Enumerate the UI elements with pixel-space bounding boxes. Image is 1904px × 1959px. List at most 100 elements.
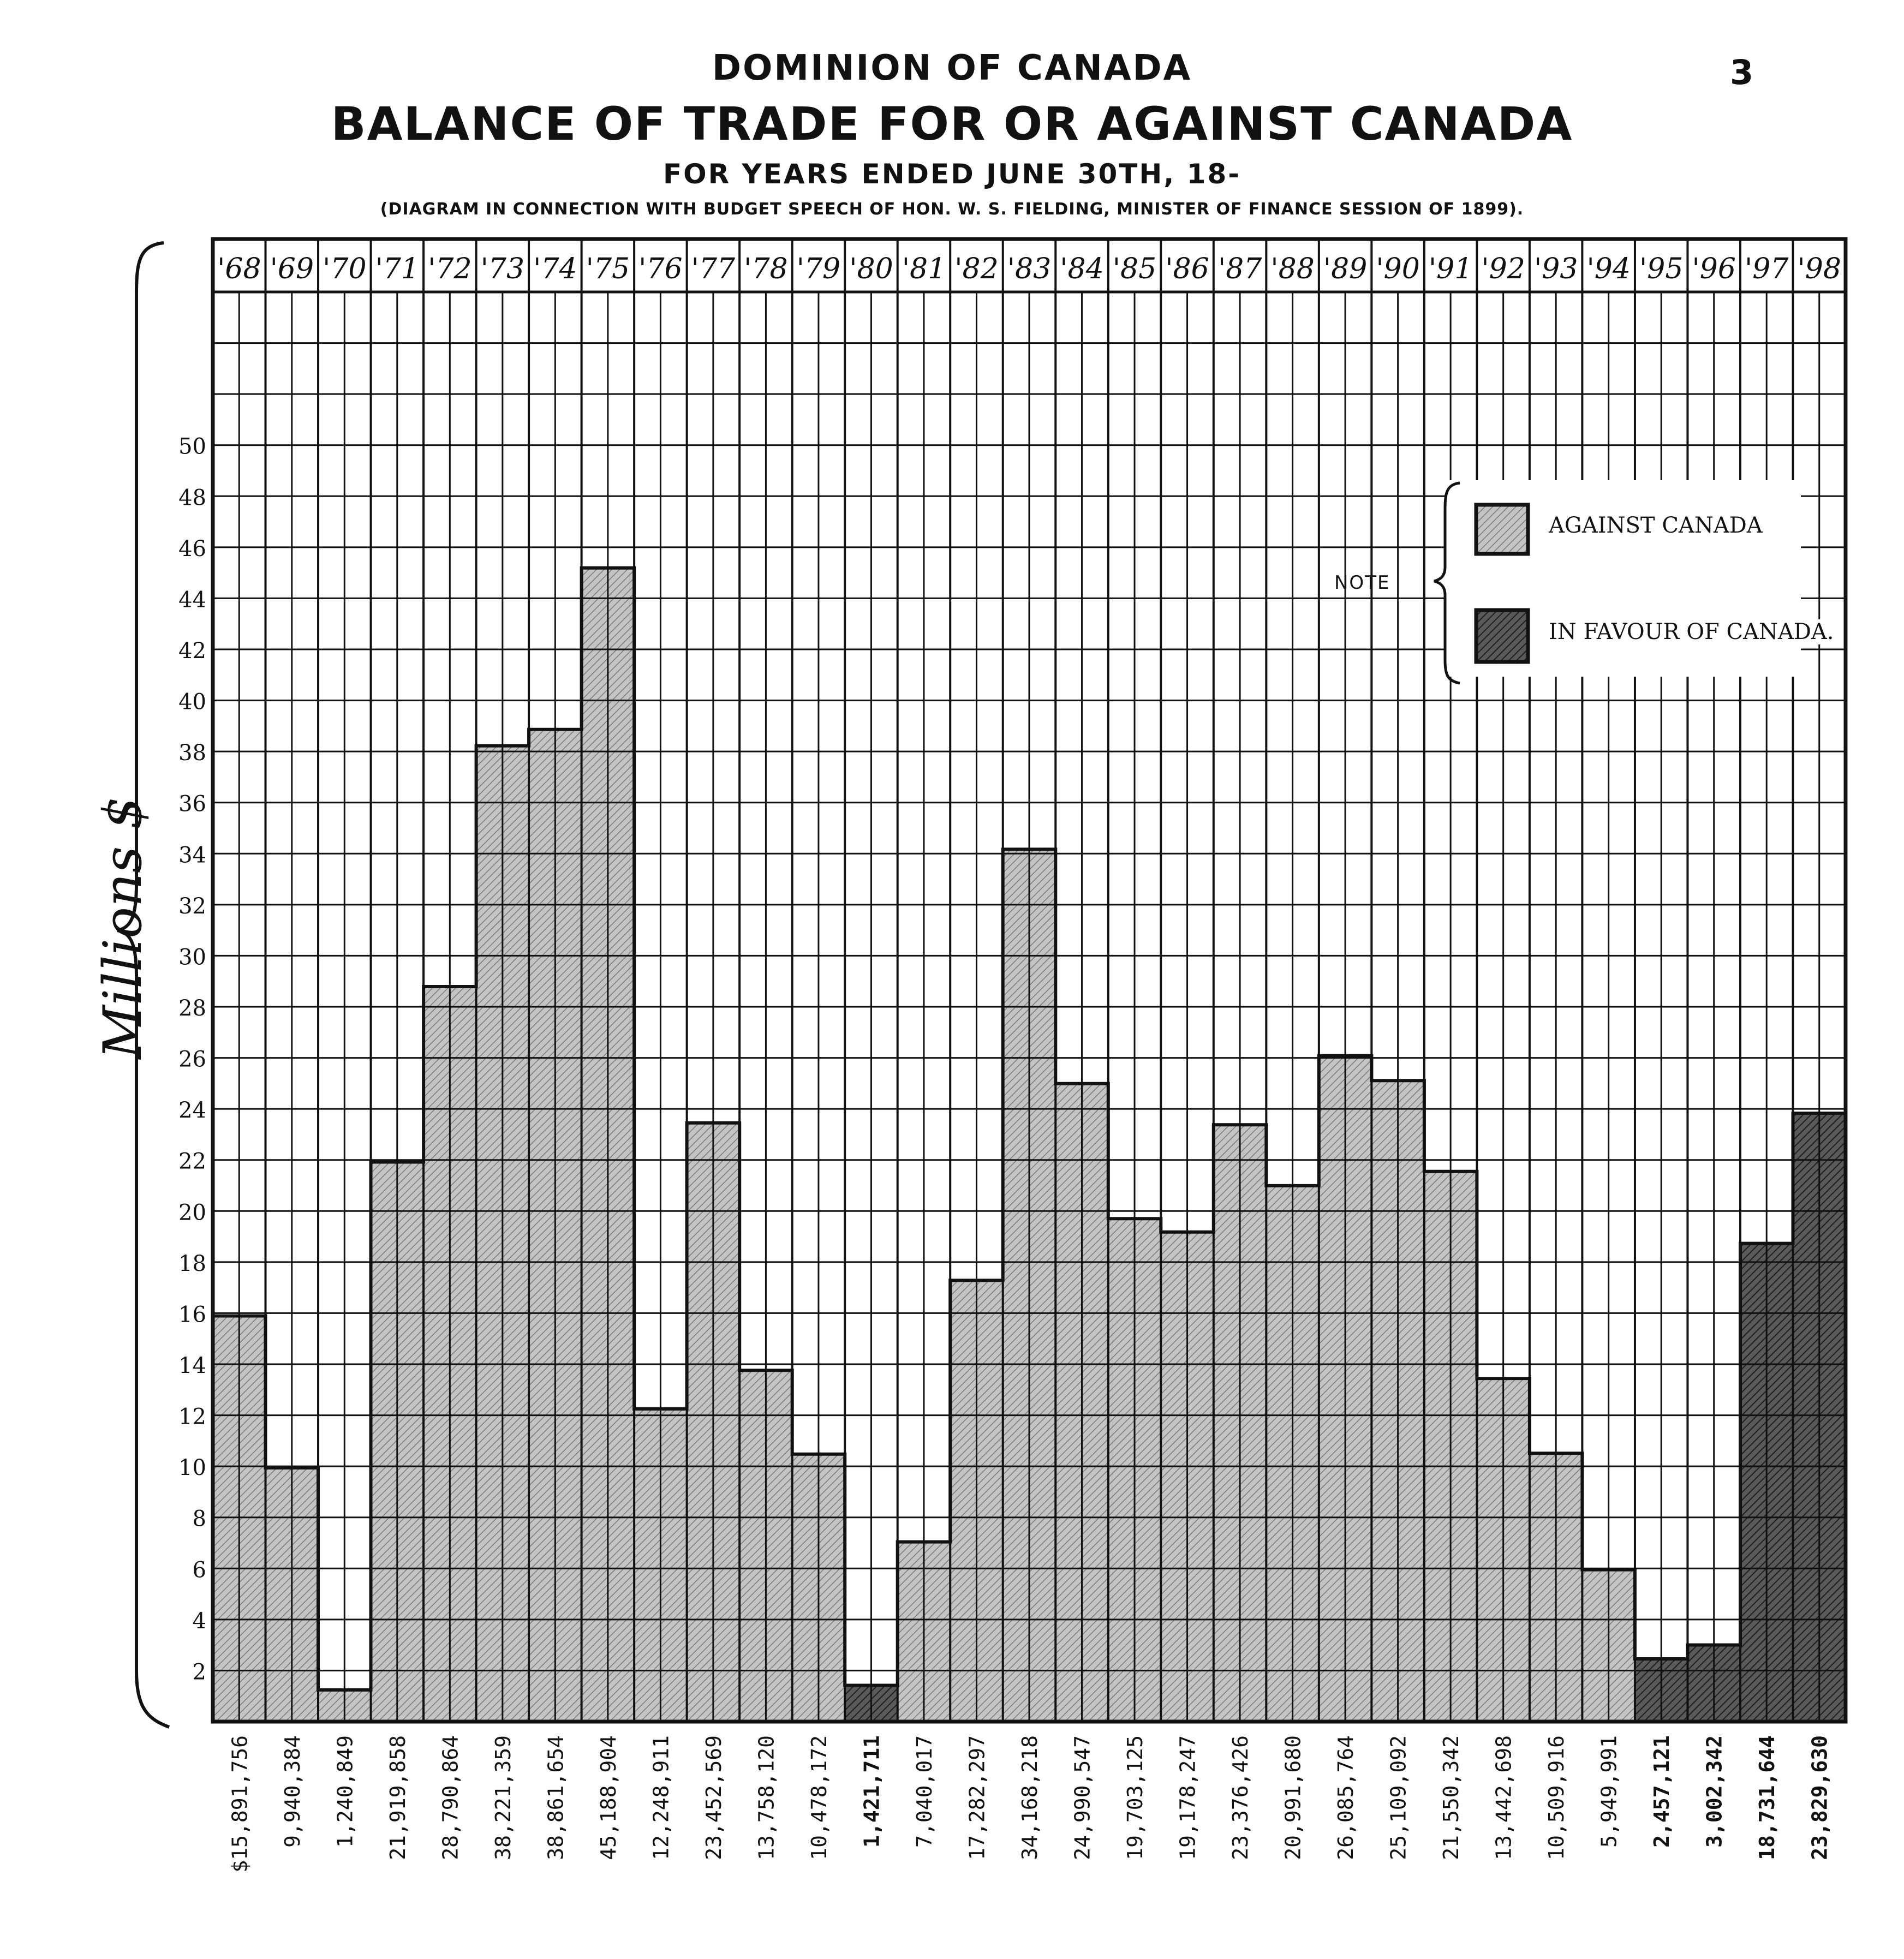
year-label: '78 [744, 253, 787, 285]
value-label: 19,178,247 [1176, 1735, 1200, 1860]
page-number: 3 [1730, 52, 1754, 92]
year-label: '68 [217, 253, 261, 285]
y-tick-label: 38 [178, 740, 206, 766]
y-tick-label: 28 [178, 996, 206, 1021]
value-label: 23,452,569 [702, 1735, 726, 1860]
value-label: 1,240,849 [333, 1735, 357, 1848]
year-label: '88 [1270, 253, 1314, 285]
year-label: '85 [1113, 253, 1156, 285]
y-tick-label: 18 [178, 1251, 206, 1276]
y-tick-label: 24 [178, 1098, 206, 1123]
year-label: '93 [1534, 253, 1578, 285]
y-tick-label: 2 [193, 1659, 206, 1685]
value-label: 1,421,711 [860, 1735, 884, 1848]
value-labels: $15,891,756 9,940,384 1,240,849 21,919,858 2… [228, 1735, 1831, 1873]
y-tick-label: 22 [178, 1149, 206, 1174]
y-tick-label: 14 [178, 1353, 206, 1378]
value-label: 21,919,858 [386, 1735, 410, 1860]
year-label: '84 [1060, 253, 1103, 285]
year-label: '91 [1429, 253, 1472, 285]
chart-caption: (DIAGRAM IN CONNECTION WITH BUDGET SPEEC… [380, 200, 1524, 219]
axis-brace [117, 241, 170, 1729]
year-label: '77 [691, 253, 736, 285]
chart-subtitle: FOR YEARS ENDED JUNE 30TH, 18- [663, 158, 1241, 190]
y-axis-ticks: 2468101214161820222426283032343638404244… [178, 434, 206, 1685]
year-label: '76 [638, 253, 682, 285]
legend [1434, 480, 1801, 685]
y-tick-label: 46 [178, 536, 206, 562]
chart-frame [211, 237, 1848, 1724]
year-label: '81 [902, 253, 946, 285]
value-label: 13,442,698 [1492, 1735, 1516, 1860]
value-label: 28,790,864 [438, 1735, 462, 1860]
y-tick-label: 20 [178, 1200, 206, 1225]
value-label: 26,085,764 [1334, 1735, 1358, 1860]
y-tick-label: 8 [193, 1507, 206, 1532]
y-tick-label: 40 [178, 690, 206, 715]
y-tick-label: 36 [178, 792, 206, 817]
y-tick-label: 48 [178, 485, 206, 510]
value-label: 21,550,342 [1439, 1735, 1463, 1860]
legend-swatch-favour [1474, 608, 1530, 664]
year-label: '71 [375, 253, 419, 285]
legend-note: NOTE [1334, 572, 1390, 594]
value-label: 34,168,218 [1018, 1735, 1042, 1860]
y-axis-label: Millions $ [92, 796, 153, 1059]
y-axis-brace [117, 241, 170, 1729]
value-label: 13,758,120 [754, 1735, 778, 1860]
y-tick-label: 26 [178, 1047, 206, 1072]
year-label: '89 [1323, 253, 1367, 285]
value-label: 24,990,547 [1071, 1735, 1095, 1860]
value-label: 38,861,654 [544, 1735, 568, 1860]
value-label: 10,509,916 [1544, 1735, 1568, 1860]
value-label: 12,248,911 [649, 1735, 673, 1860]
legend-swatch-against [1474, 503, 1530, 556]
year-label: '94 [1586, 253, 1630, 285]
y-tick-label: 10 [178, 1455, 206, 1480]
value-label: 9,940,384 [280, 1735, 305, 1848]
value-label: 10,478,172 [807, 1735, 831, 1860]
y-tick-label: 16 [178, 1302, 206, 1327]
y-tick-label: 6 [193, 1557, 206, 1582]
value-label: 3,002,342 [1703, 1735, 1727, 1848]
value-label: 7,040,017 [912, 1735, 936, 1848]
year-label: '80 [849, 253, 893, 285]
value-label: 17,282,297 [965, 1735, 989, 1860]
year-label: '97 [1745, 253, 1789, 285]
year-label: '69 [270, 253, 314, 285]
value-label: 25,109,092 [1387, 1735, 1411, 1860]
value-label: 23,829,630 [1808, 1735, 1832, 1860]
year-label: '83 [1007, 253, 1051, 285]
value-label: 2,457,121 [1650, 1735, 1674, 1848]
y-tick-label: 30 [178, 945, 206, 970]
year-label: '75 [586, 253, 630, 285]
legend-label-against: AGAINST CANADA [1544, 513, 1767, 538]
y-tick-label: 32 [178, 894, 206, 919]
year-labels: '68 '69 '70 '71 '72 '73 '74 '75'76 '77'78 '79 '80 '… [217, 253, 1841, 285]
year-label: '98 [1797, 253, 1841, 285]
frame [211, 237, 1848, 1724]
value-label: 23,376,426 [1228, 1735, 1252, 1860]
year-label: '96 [1692, 253, 1735, 285]
year-label: '74 [533, 253, 577, 285]
value-label: 5,949,991 [1597, 1735, 1621, 1848]
value-label: 45,188,904 [596, 1735, 620, 1860]
legend-label-favour: IN FAVOUR OF CANADA. [1544, 619, 1839, 644]
year-label: '72 [428, 253, 471, 285]
year-label: '70 [323, 253, 366, 285]
y-tick-label: 4 [193, 1609, 206, 1634]
year-label: '86 [1165, 253, 1209, 285]
y-tick-label: 34 [178, 843, 206, 868]
y-tick-label: 12 [178, 1405, 206, 1430]
year-label: '82 [954, 253, 998, 285]
legend-brace [1434, 481, 1460, 685]
y-tick-label: 50 [178, 434, 206, 459]
year-label: '79 [797, 253, 840, 285]
value-label: 19,703,125 [1123, 1735, 1147, 1860]
value-label: 20,991,680 [1281, 1735, 1305, 1860]
value-label: 38,221,359 [491, 1735, 515, 1860]
y-tick-label: 42 [178, 638, 206, 664]
value-label: 18,731,644 [1755, 1735, 1779, 1860]
chart-title-dominion: DOMINION OF CANADA [712, 48, 1192, 88]
y-tick-label: 44 [178, 587, 206, 612]
